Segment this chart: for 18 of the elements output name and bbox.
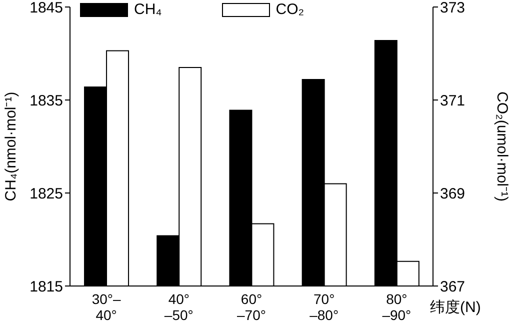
y-tick-label: 1825 <box>30 185 63 202</box>
y2-tick-label: 373 <box>440 0 466 16</box>
x-tick-label: 70° –80° <box>310 291 339 323</box>
y-axis-title: CH₄(nmol·mol⁻¹) <box>2 92 20 202</box>
y-tick-label: 1815 <box>30 278 63 296</box>
y-tick-label: 1835 <box>30 92 63 110</box>
y2-tick-label: 369 <box>440 185 466 202</box>
legend-label: CO₂ <box>276 1 304 18</box>
x-tick-label: 80° –90° <box>382 291 412 323</box>
y2-tick-label: 367 <box>440 278 466 296</box>
x-tick-label: 30°– 40° <box>92 291 121 323</box>
legend-label: CH₄ <box>134 1 162 18</box>
x-tick-label: 40° –50° <box>164 291 194 323</box>
y-tick-label: 1845 <box>30 0 63 16</box>
y2-tick-label: 371 <box>440 92 466 110</box>
y2-axis-title: CO₂(umol·mol⁻¹) <box>494 92 511 202</box>
x-tick-label: 60° –70° <box>237 291 266 323</box>
x-axis-title: 纬度(N) <box>430 298 481 317</box>
